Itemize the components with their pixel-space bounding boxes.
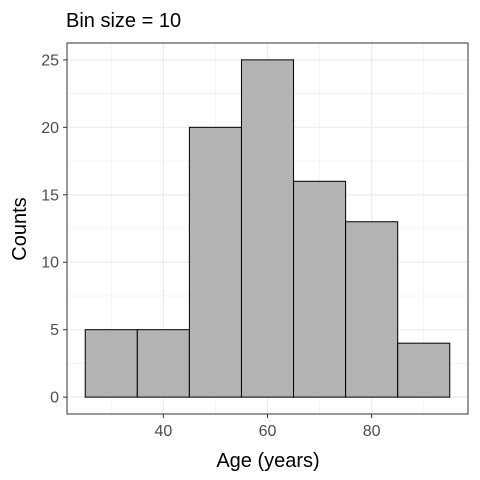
histogram-bar: [136, 329, 190, 398]
y-tick-label: 25: [41, 52, 59, 69]
x-tick-label: 60: [259, 423, 277, 440]
x-axis-label: Age (years): [216, 450, 319, 472]
y-axis-label: Counts: [9, 197, 31, 260]
y-tick-label: 20: [41, 120, 59, 137]
y-tick-label: 10: [41, 255, 59, 272]
axis-ticks: 40 60 80 0 5 10 15 20 25: [41, 52, 380, 440]
bars: [84, 59, 451, 398]
histogram-bar: [345, 221, 399, 398]
chart-title: Bin size = 10: [66, 10, 181, 32]
x-tick-label: 40: [154, 423, 172, 440]
histogram-bar: [397, 342, 451, 398]
histogram-bar: [84, 329, 138, 398]
y-tick-label: 5: [50, 322, 59, 339]
y-tick-label: 0: [50, 390, 59, 407]
x-tick-label: 80: [363, 423, 381, 440]
y-tick-label: 15: [41, 187, 59, 204]
histogram-bar: [188, 126, 242, 398]
histogram-bar: [293, 180, 347, 398]
histogram-bar: [240, 59, 295, 398]
